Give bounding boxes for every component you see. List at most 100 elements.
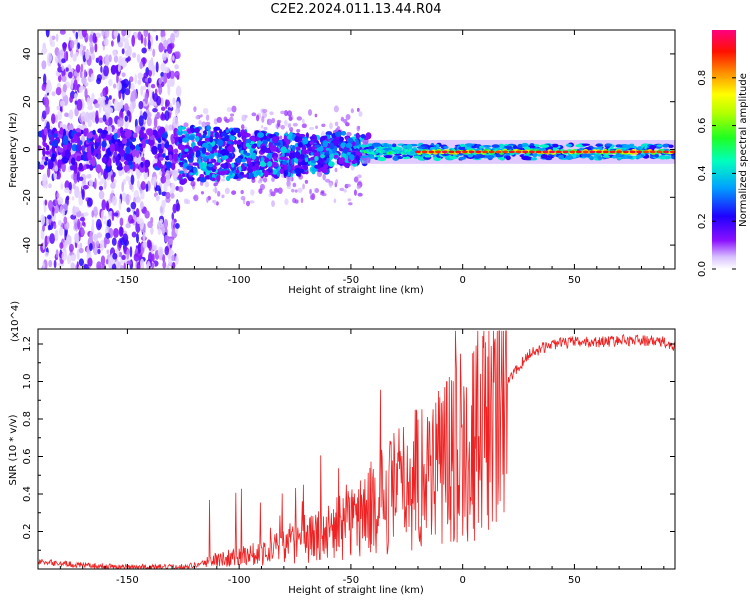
spectrogram-cell: [44, 251, 49, 257]
spectrogram-cell: [241, 174, 249, 178]
y-tick-label: 0.6: [22, 449, 33, 465]
spectrogram-cell: [161, 199, 166, 209]
spectrogram-cell: [70, 214, 77, 220]
spectrogram-cell: [70, 157, 76, 166]
spectrogram-cell: [42, 73, 47, 85]
spectrogram-cell: [72, 182, 76, 190]
spectrogram-cell: [328, 149, 333, 155]
spectrogram-cell: [59, 204, 63, 214]
spectrogram-cell: [402, 145, 407, 149]
spectrogram-cell: [255, 171, 262, 175]
spectrogram-cell: [183, 122, 189, 128]
spectrogram-cell: [194, 127, 200, 134]
spectrogram-cell: [158, 156, 164, 161]
spectrogram-cell: [662, 143, 669, 148]
spectrogram-cell: [602, 150, 609, 154]
spectrogram-cell: [200, 114, 203, 118]
spectrogram-cell: [74, 222, 78, 230]
spectrogram-cell: [215, 201, 219, 206]
spectrogram-cell: [86, 145, 93, 154]
spectrogram-cell: [261, 115, 265, 123]
spectrogram-cell: [383, 143, 388, 148]
spectrogram-cell: [615, 144, 623, 148]
spectrogram-cell: [140, 161, 144, 168]
spectrogram-cell: [87, 197, 93, 207]
spectrogram-cell: [126, 260, 132, 265]
spectrogram-cell: [295, 146, 301, 151]
spectrogram-cell: [233, 139, 238, 145]
spectrogram-cell: [178, 173, 183, 181]
spectrogram-cell: [294, 189, 298, 193]
spectrogram-cell: [259, 177, 264, 182]
spectrogram-cell: [325, 178, 331, 183]
spectrogram-cell: [38, 161, 41, 170]
spectrogram-cell: [165, 179, 171, 187]
spectrogram-cell: [488, 150, 495, 154]
spectrogram-cell: [301, 118, 305, 124]
snr-frame: [37, 328, 676, 570]
spectrogram-cell: [76, 211, 82, 217]
spectrogram-cell: [98, 185, 104, 191]
y-tick-label: 0.4: [22, 486, 33, 502]
spectrogram-cell: [108, 78, 113, 87]
spectrogram-cell: [128, 194, 132, 201]
spectrogram-cell: [103, 236, 107, 249]
spectrogram-cell: [49, 35, 53, 46]
spectrogram-cell: [80, 63, 84, 73]
spectrogram-cell: [204, 181, 210, 188]
spectrogram-cell: [155, 185, 161, 192]
spectrogram-cell: [74, 233, 80, 244]
spectrogram-cell: [637, 146, 642, 150]
spectrogram-cell: [116, 81, 122, 91]
colorbar-tick-label: 0.4: [697, 165, 708, 181]
spectrogram-cell: [123, 262, 126, 269]
x-tick-label: 50: [568, 575, 581, 586]
spectrogram-cell: [160, 106, 166, 111]
spectrogram-cell: [100, 255, 106, 266]
spectrogram-cell: [95, 110, 99, 121]
colorbar-tick-label: 0.0: [697, 261, 708, 277]
spectrogram-cell: [131, 100, 136, 109]
spectrogram-cell: [668, 144, 674, 148]
spectrogram-cell: [267, 161, 273, 167]
spectrogram-cell: [136, 169, 141, 180]
spectrogram-cell: [249, 200, 255, 204]
spectrogram-cell: [271, 176, 275, 183]
spectrogram-cell: [211, 177, 216, 182]
spectrogram-cell: [602, 155, 610, 158]
spectrogram-cell: [83, 164, 87, 171]
spectrogram-cell: [286, 110, 293, 117]
spectrogram-cell: [569, 150, 576, 154]
spectrogram-cell: [495, 150, 502, 154]
spectrogram-cell: [332, 137, 340, 146]
spectrogram-cell: [184, 133, 190, 138]
spectrogram-cell: [48, 160, 54, 170]
spectrogram-cell: [87, 119, 92, 128]
spectrogram-cell: [43, 161, 48, 166]
spectrogram-cell: [118, 198, 122, 211]
spectrogram-cell: [42, 147, 46, 157]
spectrogram-cell: [353, 189, 357, 196]
spectrogram-cell: [78, 30, 83, 40]
spectrogram-cell: [669, 150, 675, 154]
spectrogram-cell: [124, 37, 129, 49]
spectrogram-cell: [127, 160, 133, 166]
spectrogram-cell: [172, 97, 176, 106]
spectrogram-cell: [377, 156, 387, 162]
spectrogram-cell: [449, 155, 456, 159]
spectrogram-cell: [53, 259, 57, 269]
spectrogram-cell: [87, 150, 92, 161]
spectrogram-cell: [259, 183, 266, 190]
spectrogram-cell: [81, 49, 85, 56]
spectrogram-cell: [542, 150, 549, 154]
spectrogram-cell: [61, 58, 66, 64]
spectrogram-cell: [77, 218, 81, 230]
spectrogram-cell: [107, 105, 111, 114]
spectrogram-cell: [101, 30, 105, 37]
spectrogram-cell: [116, 73, 119, 84]
spectrogram-cell: [353, 176, 359, 183]
spectrogram-cell: [188, 135, 195, 141]
spectrogram-cell: [186, 199, 191, 205]
spectrogram-cell: [64, 149, 71, 159]
spectrogram-cell: [157, 137, 162, 144]
